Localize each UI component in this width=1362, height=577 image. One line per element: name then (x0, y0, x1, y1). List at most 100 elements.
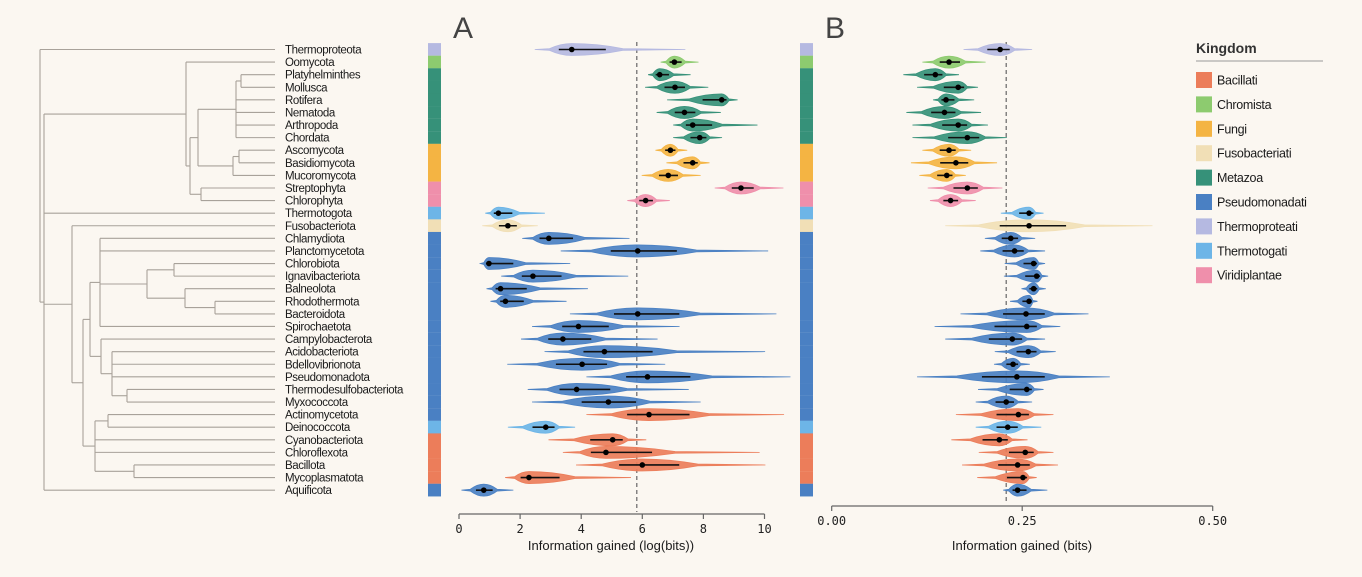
kingdom-bar-segment (800, 294, 813, 308)
legend-swatch (1196, 169, 1212, 186)
median-point (946, 147, 952, 154)
panel-label-a: A (453, 12, 473, 45)
kingdom-bar-segment (428, 269, 441, 283)
kingdom-bar-segment (800, 282, 813, 296)
kingdom-bar-segment (428, 357, 441, 371)
kingdom-bar-segment (800, 345, 813, 358)
median-point (497, 285, 504, 292)
kingdom-bar-segment (800, 181, 813, 195)
median-point (1023, 311, 1029, 317)
median-point (1033, 273, 1040, 279)
panel-label-b: B (825, 12, 845, 45)
kingdom-bar-segment (428, 231, 441, 245)
phylum-label: Chloroflexota (285, 447, 349, 459)
legend-item: Viridiplantae (1196, 267, 1282, 284)
kingdom-bar-segment (800, 80, 813, 94)
phylum-label: Platyhelminthes (285, 70, 361, 82)
kingdom-bar-segment (428, 93, 441, 107)
median-point (605, 399, 612, 405)
median-point (689, 122, 696, 128)
legend-label: Chromista (1217, 98, 1272, 112)
kingdom-bar-segment (800, 332, 813, 346)
kingdom-bar-segment (428, 420, 441, 434)
kingdom-bar-segment (428, 320, 441, 333)
median-point (738, 185, 744, 191)
phylum-label: Actinomycetota (285, 410, 359, 422)
legend-item: Fungi (1196, 120, 1247, 137)
kingdom-bar-segment (800, 194, 813, 207)
legend-item: Bacillati (1196, 72, 1258, 88)
kingdom-bar-segment (800, 143, 813, 157)
median-point (639, 462, 646, 468)
kingdom-bar-segment (428, 118, 441, 132)
kingdom-bar-segment (428, 445, 441, 459)
median-point (1025, 348, 1032, 355)
median-point (947, 197, 954, 204)
violin (490, 294, 567, 308)
kingdom-bar-segment (428, 294, 441, 308)
phylum-label: Chlorobiota (285, 259, 340, 271)
phylum-label: Thermodesulfobacteriota (285, 384, 404, 396)
phylum-label: Spirochaetota (285, 321, 352, 333)
kingdom-bar-a (428, 43, 441, 497)
median-point (1014, 487, 1021, 493)
violin (522, 231, 630, 245)
legend-item: Thermoproteati (1196, 218, 1298, 235)
legend: Kingdom Bacillati Chromista Fungi Fusobacte… (1196, 40, 1323, 284)
legend-item: Fusobacteriati (1196, 145, 1292, 162)
phylogenetic-tree (39, 48, 275, 491)
legend-item: Pseudomonadati (1196, 194, 1307, 210)
legend-item: Metazoa (1196, 169, 1263, 186)
x-tick-label: 0 (455, 522, 462, 536)
violin-plot-b: 0.00 0.25 0.50 (817, 42, 1227, 528)
violin (534, 43, 686, 56)
median-point (1010, 361, 1016, 368)
kingdom-bar-segment (428, 169, 441, 182)
kingdom-bar-segment (428, 206, 441, 220)
kingdom-bar-segment (428, 181, 441, 195)
phylum-label: Chordata (285, 133, 330, 145)
phylum-label: Arthropoda (285, 120, 339, 132)
kingdom-bar-segment (800, 206, 813, 220)
phylum-label: Balneolota (285, 284, 336, 296)
median-point (1014, 462, 1021, 468)
kingdom-bar-segment (428, 332, 441, 346)
legend-label: Pseudomonadati (1217, 196, 1307, 210)
kingdom-bar-segment (428, 471, 441, 484)
median-point (943, 172, 950, 179)
phylum-label: Bacillota (285, 460, 326, 472)
legend-label: Fusobacteriati (1217, 147, 1291, 161)
kingdom-bar-segment (428, 408, 441, 421)
kingdom-bar-segment (428, 80, 441, 94)
legend-item: Chromista (1196, 96, 1272, 113)
kingdom-bar-segment (800, 370, 813, 384)
kingdom-bar-segment (800, 231, 813, 245)
kingdom-bar-segment (800, 383, 813, 396)
median-point (542, 424, 549, 431)
median-point (634, 311, 641, 317)
legend-swatch (1196, 267, 1212, 284)
legend-label: Metazoa (1217, 171, 1263, 185)
kingdom-bar-segment (800, 483, 813, 497)
phylum-label: Chlorophyta (285, 196, 344, 208)
median-point (1022, 449, 1029, 456)
kingdom-bar-segment (428, 68, 441, 81)
median-point (672, 84, 678, 91)
phylum-labels: ThermoproteotaOomycotaPlatyhelminthesMol… (285, 45, 404, 498)
phylum-label: Cyanobacteriota (285, 435, 364, 447)
kingdom-bar-segment (800, 131, 813, 144)
phylum-label: Deinococcota (285, 422, 351, 434)
median-point (718, 97, 725, 103)
x-axis-title-a: Information gained (log(bits)) (528, 538, 694, 553)
phylum-label: Thermotogota (285, 208, 353, 220)
violin-plot-a: 0 2 4 6 8 10 (455, 42, 791, 536)
phylum-label: Nematoda (285, 107, 336, 119)
median-point (941, 109, 948, 116)
phylum-label: Rhodothermota (285, 296, 360, 308)
violin (544, 345, 766, 359)
median-point (1015, 411, 1022, 418)
median-point (1009, 336, 1016, 342)
x-tick-label: 0.50 (1198, 514, 1227, 528)
median-point (526, 474, 532, 481)
phylum-label: Aquificota (285, 485, 333, 497)
